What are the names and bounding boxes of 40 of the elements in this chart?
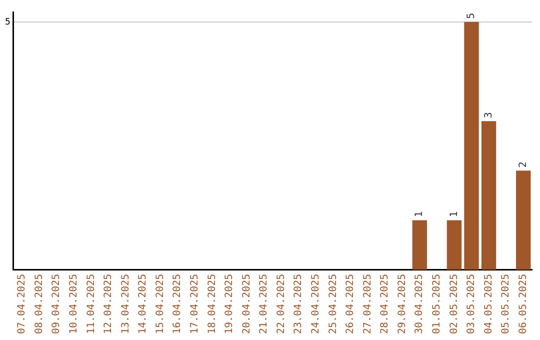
- x-tick-label: 07.04.2025: [16, 274, 28, 334]
- x-tick-label: 11.04.2025: [86, 274, 97, 334]
- x-tick-label: 26.04.2025: [345, 274, 356, 334]
- x-tick-label: 01.05.2025: [432, 274, 443, 334]
- bar: [516, 170, 531, 270]
- x-tick-label: 02.05.2025: [448, 274, 460, 334]
- x-tick-label: 06.05.2025: [518, 274, 529, 334]
- x-tick-label: 20.04.2025: [241, 274, 252, 334]
- x-tick-label: 14.04.2025: [138, 274, 149, 334]
- x-tick-label: 24.04.2025: [310, 274, 322, 334]
- x-tick-label: 29.04.2025: [396, 274, 408, 334]
- data-label: 3: [483, 112, 494, 118]
- bar: [446, 220, 462, 270]
- x-tick-label: 16.04.2025: [172, 274, 184, 334]
- bar: [412, 220, 427, 270]
- x-tick-label: 08.04.2025: [34, 274, 45, 334]
- bar: [464, 22, 479, 270]
- x-tick-label: 10.04.2025: [68, 274, 80, 334]
- x-tick-label: 05.05.2025: [500, 274, 512, 334]
- x-tick-label: 30.04.2025: [414, 274, 426, 334]
- data-label: 1: [414, 211, 426, 218]
- data-label: 1: [448, 211, 460, 218]
- x-tick-label: 19.04.2025: [224, 274, 236, 334]
- bar: [481, 121, 496, 270]
- data-label: 2: [518, 162, 529, 168]
- x-tick-label: 03.05.2025: [466, 274, 478, 334]
- x-tick-label: 25.04.2025: [328, 274, 339, 334]
- x-tick-label: 12.04.2025: [103, 274, 114, 334]
- x-tick-label: 04.05.2025: [483, 274, 494, 334]
- x-tick-label: 18.04.2025: [206, 274, 218, 334]
- x-tick-label: 17.04.2025: [190, 274, 201, 334]
- x-tick-label: 21.04.2025: [258, 274, 270, 334]
- x-tick-label: 22.04.2025: [276, 274, 287, 334]
- x-tick-label: 09.04.2025: [51, 274, 62, 334]
- x-tick-label: 13.04.2025: [120, 274, 132, 334]
- x-tick-label: 28.04.2025: [380, 274, 391, 334]
- x-tick-label: 23.04.2025: [293, 274, 304, 334]
- x-tick-label: 27.04.2025: [362, 274, 374, 334]
- x-tick-label: 15.04.2025: [154, 274, 166, 334]
- data-label: 5: [466, 12, 478, 19]
